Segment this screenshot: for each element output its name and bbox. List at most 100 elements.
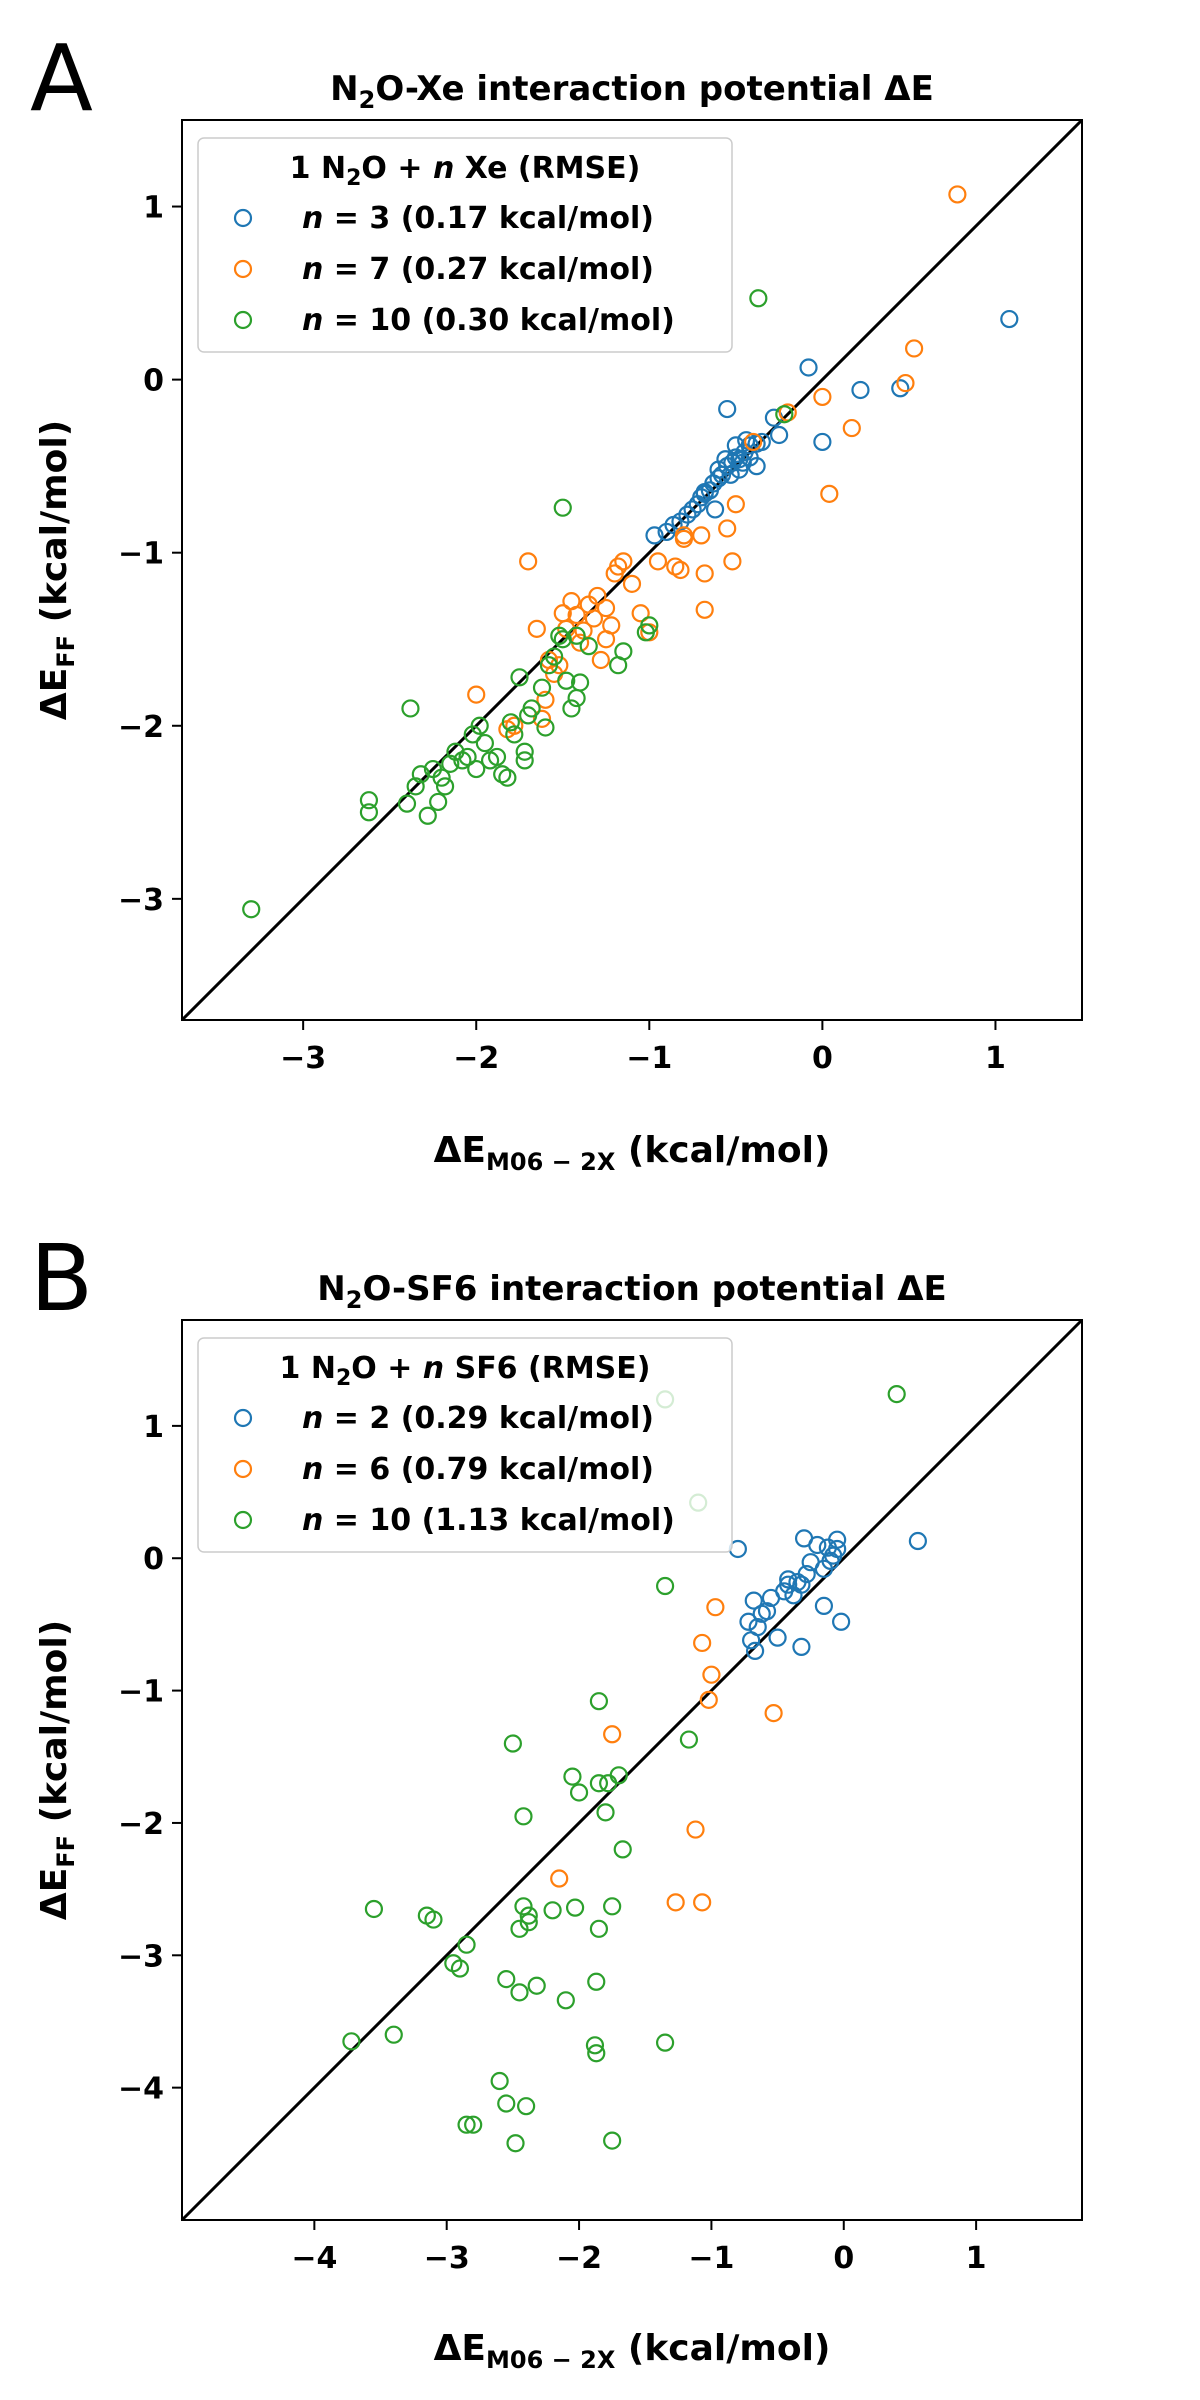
panel-b-y-tick-label: 0 [143, 1542, 164, 1577]
panel-b-legend-marker-n2 [233, 1408, 253, 1428]
panel-b-data-point [589, 1774, 609, 1793]
panel-a-data-point [733, 453, 752, 472]
panel-a-data-point [567, 626, 586, 645]
panel-b-data-point [655, 2033, 675, 2052]
panel-a-legend-label-n3: n = 3 (0.17 kcal/mol) [302, 201, 654, 236]
panel-b-data-point [596, 1803, 615, 1822]
panel-a-data-point [539, 650, 559, 670]
panel-a-data-point [536, 690, 555, 709]
panel-a-series-2 [242, 289, 794, 919]
panel-b-y-tick-label: −3 [118, 1939, 164, 1974]
panel-b-data-point [585, 2036, 605, 2055]
panel-a-data-point [467, 759, 486, 779]
panel-a-plot-area: −3 −2 −1 0 1 −3 −2 −1 0 1 [118, 118, 1084, 1076]
panel-a-data-point [475, 733, 494, 753]
panel-a-data-point [519, 706, 538, 725]
panel-b-data-point [679, 1730, 699, 1749]
panel-b-data-point [519, 1913, 538, 1932]
panel-b-data-point [655, 1576, 675, 1596]
panel-b-legend-frame [197, 1337, 733, 1553]
panel-a-data-point [579, 595, 598, 614]
panel-b-data-point [784, 1586, 803, 1605]
panel-a-data-point [515, 751, 534, 770]
panel-b-data-point [384, 2025, 403, 2044]
panel-a-x-tick-label: 0 [812, 1041, 833, 1076]
panel-a-title: N2O-Xe interaction potential ΔE [330, 69, 934, 114]
panel-a-x-tick-label: −1 [626, 1041, 672, 1076]
panel-b-data-point [587, 2044, 606, 2063]
panel-a-data-point [463, 725, 482, 744]
panel-a-data-point [458, 747, 477, 767]
panel-a-data-point [721, 465, 740, 484]
panel-a-data-point [567, 688, 586, 708]
panel-a-data-point [813, 387, 832, 407]
panel-a-data-point [770, 425, 789, 445]
panel-b-data-point [514, 1807, 533, 1826]
panel-b-y-tick-label: 1 [143, 1410, 164, 1445]
panel-b-data-point [779, 1575, 798, 1594]
panel-a-data-point [401, 699, 420, 718]
panel-a-data-point [505, 725, 524, 744]
panel-a-data-point [726, 436, 745, 455]
panel-b-data-point [739, 1612, 758, 1631]
panel-a-legend-marker-n7 [233, 259, 253, 279]
panel-b-data-point [514, 1897, 533, 1916]
panel-b-y-tick-label: −2 [118, 1807, 164, 1842]
panel-a-data-point [557, 671, 576, 690]
panel-b-series-2 [342, 1385, 906, 2153]
panel-b-data-point [603, 1897, 622, 1916]
panel-a-data-point [749, 289, 768, 308]
panel-b-axes-frame [181, 1319, 1083, 2221]
panel-a-y-axis-label: ΔEFF (kcal/mol) [34, 420, 80, 720]
panel-a-data-point [553, 604, 572, 623]
panel-a-legend-marker-n3 [233, 208, 253, 228]
panel-b-data-point [364, 1899, 384, 1919]
panel-a-data-point [666, 557, 685, 576]
panel-b-legend-label-n6: n = 6 (0.79 kcal/mol) [302, 1452, 654, 1487]
panel-a-data-point [397, 794, 417, 813]
panel-a-data-point [705, 500, 725, 519]
panel-b-legend-marker-n6 [233, 1459, 253, 1479]
panel-b-data-point [603, 2131, 622, 2150]
panel-a-axes-frame [181, 119, 1083, 1021]
panel-a-data-point [820, 484, 839, 503]
panel-a-data-point [539, 656, 559, 675]
panel-a-data-point [493, 765, 512, 784]
panel-b-data-point [613, 1840, 632, 1859]
panel-a-data-point [510, 668, 529, 687]
panel-b-data-point [832, 1612, 851, 1631]
panel-b-data-point [497, 1970, 516, 1989]
panel-a-y-tick-label: 1 [143, 191, 164, 226]
panel-a-data-point [842, 418, 861, 438]
panel-a-data-point [775, 405, 794, 424]
panel-a-data-point [709, 469, 728, 488]
panel-b-data-point [450, 1959, 470, 1978]
panel-b-data-point [424, 1910, 443, 1929]
panel-a-data-point [692, 526, 711, 545]
panel-b-data-point [752, 1604, 771, 1623]
panel-a-x-tick-label: −3 [280, 1041, 326, 1076]
panel-a-data-point [579, 637, 598, 656]
panel-b-series-0 [728, 1529, 927, 1660]
panel-a-data-point [423, 759, 443, 779]
panel-b-data-point [464, 2115, 483, 2134]
panel-a-x-tick-label: −2 [453, 1041, 499, 1076]
panel-a-data-point [737, 431, 756, 450]
panel-b-x-tick-label: 0 [833, 2241, 854, 2276]
panel-b-data-point [609, 1766, 628, 1785]
panel-a-data-point [683, 500, 702, 519]
panel-a-data-point [536, 718, 555, 737]
panel-b-data-point [599, 1774, 618, 1793]
panel-a-data-point [851, 380, 870, 400]
panel-b-data-point [666, 1893, 685, 1912]
panel-a-data-point [429, 792, 448, 812]
panel-a-data-point [467, 685, 486, 704]
panel-b-letter: B [30, 1225, 93, 1332]
panel-b-data-point [587, 1972, 606, 1991]
panel-b-legend-label-n10: n = 10 (1.13 kcal/mol) [302, 1503, 675, 1538]
panel-a-data-point [891, 379, 910, 398]
panel-b-data-point [745, 1641, 765, 1660]
panel-a-data-point [709, 460, 728, 479]
panel-b-data-point [693, 1633, 712, 1653]
